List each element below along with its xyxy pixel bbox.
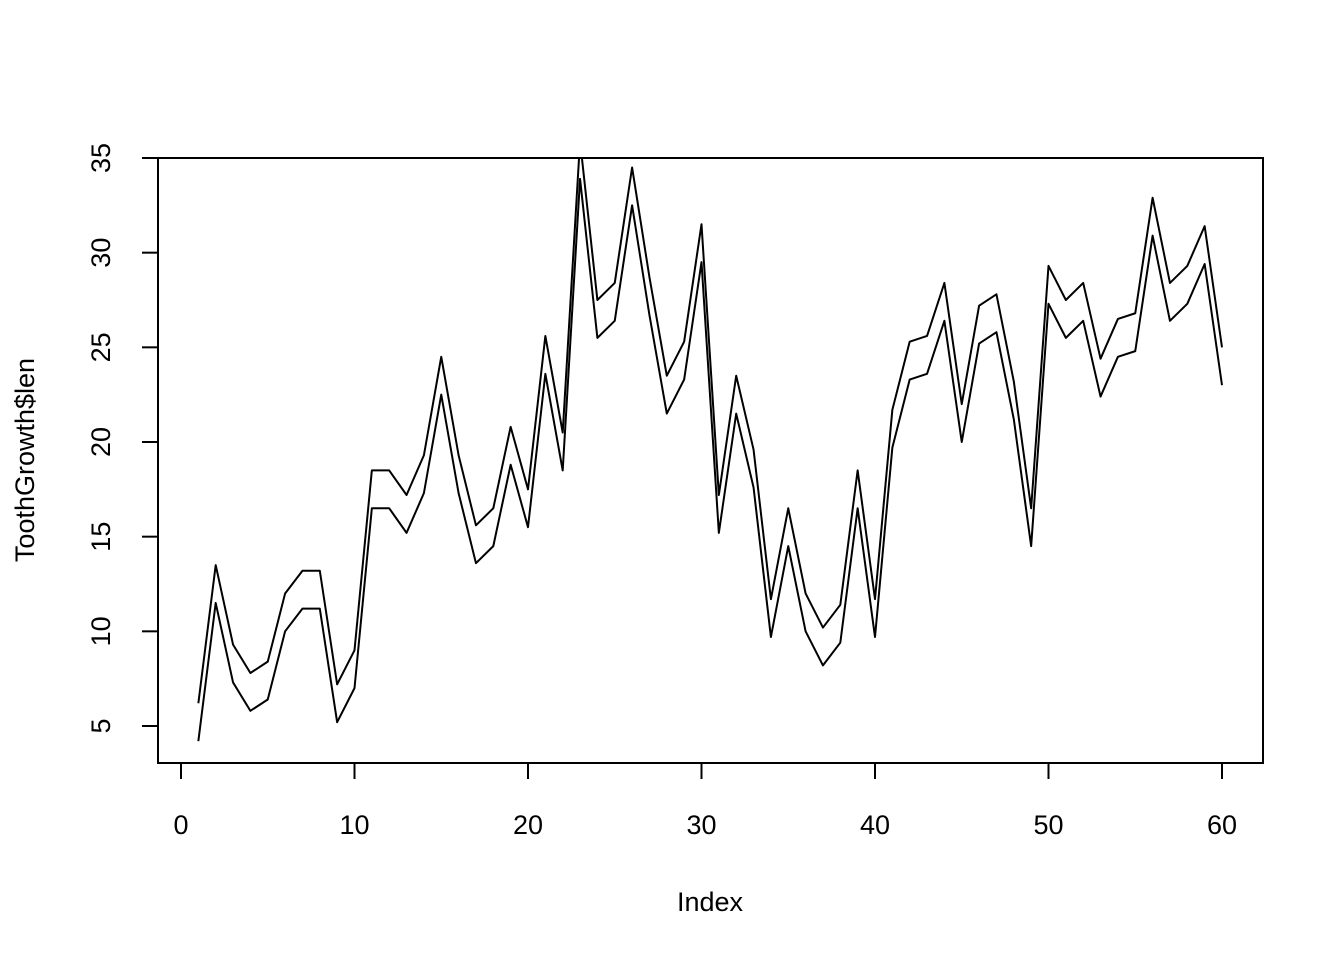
x-tick-label: 60 xyxy=(1207,810,1237,840)
x-tick-label: 40 xyxy=(860,810,890,840)
x-tick-label: 30 xyxy=(686,810,716,840)
x-tick-label: 10 xyxy=(339,810,369,840)
x-tick-label: 0 xyxy=(173,810,188,840)
y-tick-label: 10 xyxy=(86,616,116,646)
y-tick-label: 5 xyxy=(86,718,116,733)
y-tick-label: 15 xyxy=(86,522,116,552)
x-tick-label: 50 xyxy=(1033,810,1063,840)
series-line-1 xyxy=(197,177,1223,742)
y-tick-label: 30 xyxy=(86,238,116,268)
y-axis-label: ToothGrowth$len xyxy=(10,358,40,562)
x-tick-label: 20 xyxy=(513,810,543,840)
series-line-2 xyxy=(197,158,1223,704)
y-tick-label: 35 xyxy=(86,143,116,173)
plot-frame xyxy=(157,157,1264,764)
y-tick-label: 25 xyxy=(86,332,116,362)
y-tick-label: 20 xyxy=(86,427,116,457)
x-axis-label: Index xyxy=(677,887,744,917)
